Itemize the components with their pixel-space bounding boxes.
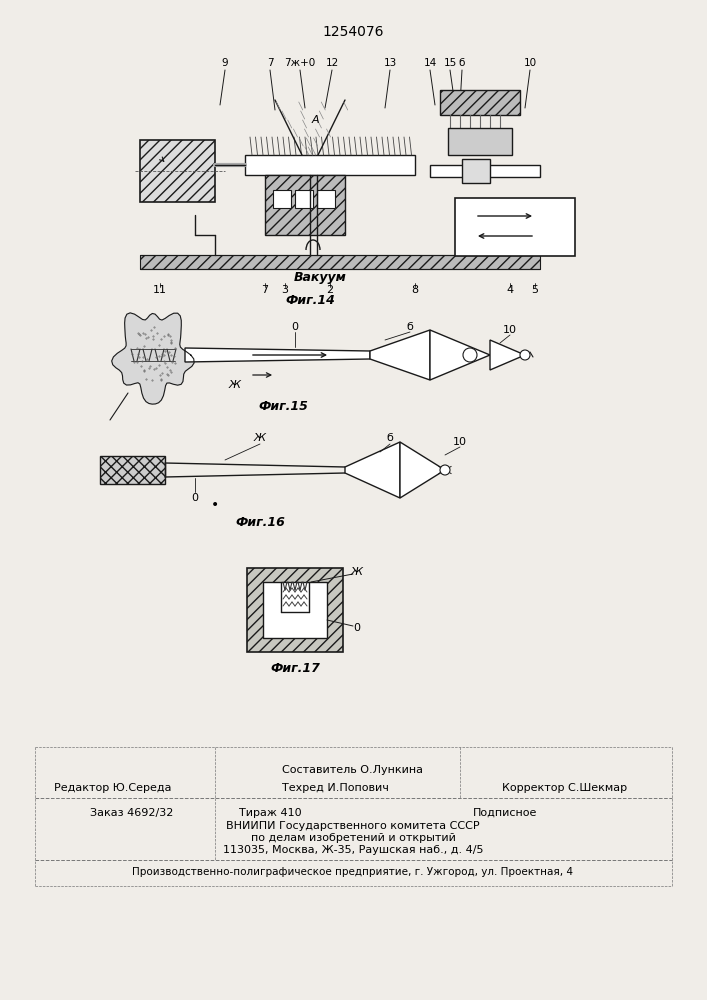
Text: Техред И.Попович: Техред И.Попович <box>281 783 388 793</box>
Text: 10: 10 <box>503 325 517 335</box>
Bar <box>100 456 165 484</box>
Bar <box>140 255 540 269</box>
Text: Подписное: Подписное <box>473 808 537 818</box>
Text: 113035, Москва, Ж-35, Раушская наб., д. 4/5: 113035, Москва, Ж-35, Раушская наб., д. … <box>223 845 484 855</box>
Text: 7: 7 <box>262 285 269 295</box>
Bar <box>273 190 291 208</box>
Bar <box>448 128 512 155</box>
Text: Заказ 4692/32: Заказ 4692/32 <box>90 808 173 818</box>
Text: Фиг.15: Фиг.15 <box>258 400 308 414</box>
Text: б: б <box>407 322 414 332</box>
Bar <box>263 582 327 638</box>
Polygon shape <box>185 348 370 362</box>
Text: 15: 15 <box>443 58 457 68</box>
Text: Тираж 410: Тираж 410 <box>239 808 301 818</box>
Text: 4: 4 <box>506 285 513 295</box>
Text: •: • <box>211 498 219 512</box>
Text: 7: 7 <box>267 58 274 68</box>
Bar <box>245 155 415 175</box>
Circle shape <box>463 348 477 362</box>
Text: A: A <box>311 115 319 125</box>
Bar <box>265 175 345 235</box>
Text: 9: 9 <box>222 58 228 68</box>
Bar <box>295 190 313 208</box>
Bar <box>430 165 540 177</box>
Polygon shape <box>430 330 490 380</box>
Text: Составитель О.Лункина: Составитель О.Лункина <box>283 765 423 775</box>
Text: б: б <box>459 58 465 68</box>
Text: 3: 3 <box>281 285 288 295</box>
Text: Корректор С.Шекмар: Корректор С.Шекмар <box>503 783 628 793</box>
Text: 2: 2 <box>327 285 334 295</box>
Polygon shape <box>112 313 194 404</box>
Text: 7ж+0: 7ж+0 <box>284 58 315 68</box>
Circle shape <box>520 350 530 360</box>
Text: 12: 12 <box>325 58 339 68</box>
Text: 10: 10 <box>523 58 537 68</box>
Text: Редактор Ю.Середа: Редактор Ю.Середа <box>54 783 172 793</box>
Text: Фиг.17: Фиг.17 <box>270 662 320 674</box>
Text: б: б <box>387 433 393 443</box>
Text: Ж: Ж <box>254 433 266 443</box>
Text: 8: 8 <box>411 285 419 295</box>
Text: Производственно-полиграфическое предприятие, г. Ужгород, ул. Проектная, 4: Производственно-полиграфическое предприя… <box>132 867 573 877</box>
Text: 10: 10 <box>453 437 467 447</box>
Polygon shape <box>490 340 525 370</box>
Text: Фиг.16: Фиг.16 <box>235 516 285 528</box>
Bar <box>140 140 215 202</box>
Text: 0: 0 <box>192 493 199 503</box>
Text: Фиг.14: Фиг.14 <box>285 294 335 306</box>
Polygon shape <box>400 442 445 498</box>
Text: 14: 14 <box>423 58 437 68</box>
Bar <box>247 568 343 652</box>
Text: Ж: Ж <box>229 380 241 390</box>
Text: 1254076: 1254076 <box>322 25 384 39</box>
Text: 5: 5 <box>532 285 539 295</box>
Polygon shape <box>370 330 430 380</box>
Bar <box>440 90 520 115</box>
Text: 0: 0 <box>354 623 361 633</box>
Text: по делам изобретений и открытий: по делам изобретений и открытий <box>250 833 455 843</box>
Text: 13: 13 <box>383 58 397 68</box>
Text: 11: 11 <box>153 285 167 295</box>
Text: 0: 0 <box>291 322 298 332</box>
Text: Ж: Ж <box>351 567 363 577</box>
Bar <box>317 190 335 208</box>
Circle shape <box>440 465 450 475</box>
Text: ВНИИПИ Государственного комитета СССР: ВНИИПИ Государственного комитета СССР <box>226 821 480 831</box>
Bar <box>455 198 575 256</box>
Polygon shape <box>345 442 400 498</box>
Bar <box>462 159 490 183</box>
Text: Вакуум: Вакуум <box>293 271 346 284</box>
